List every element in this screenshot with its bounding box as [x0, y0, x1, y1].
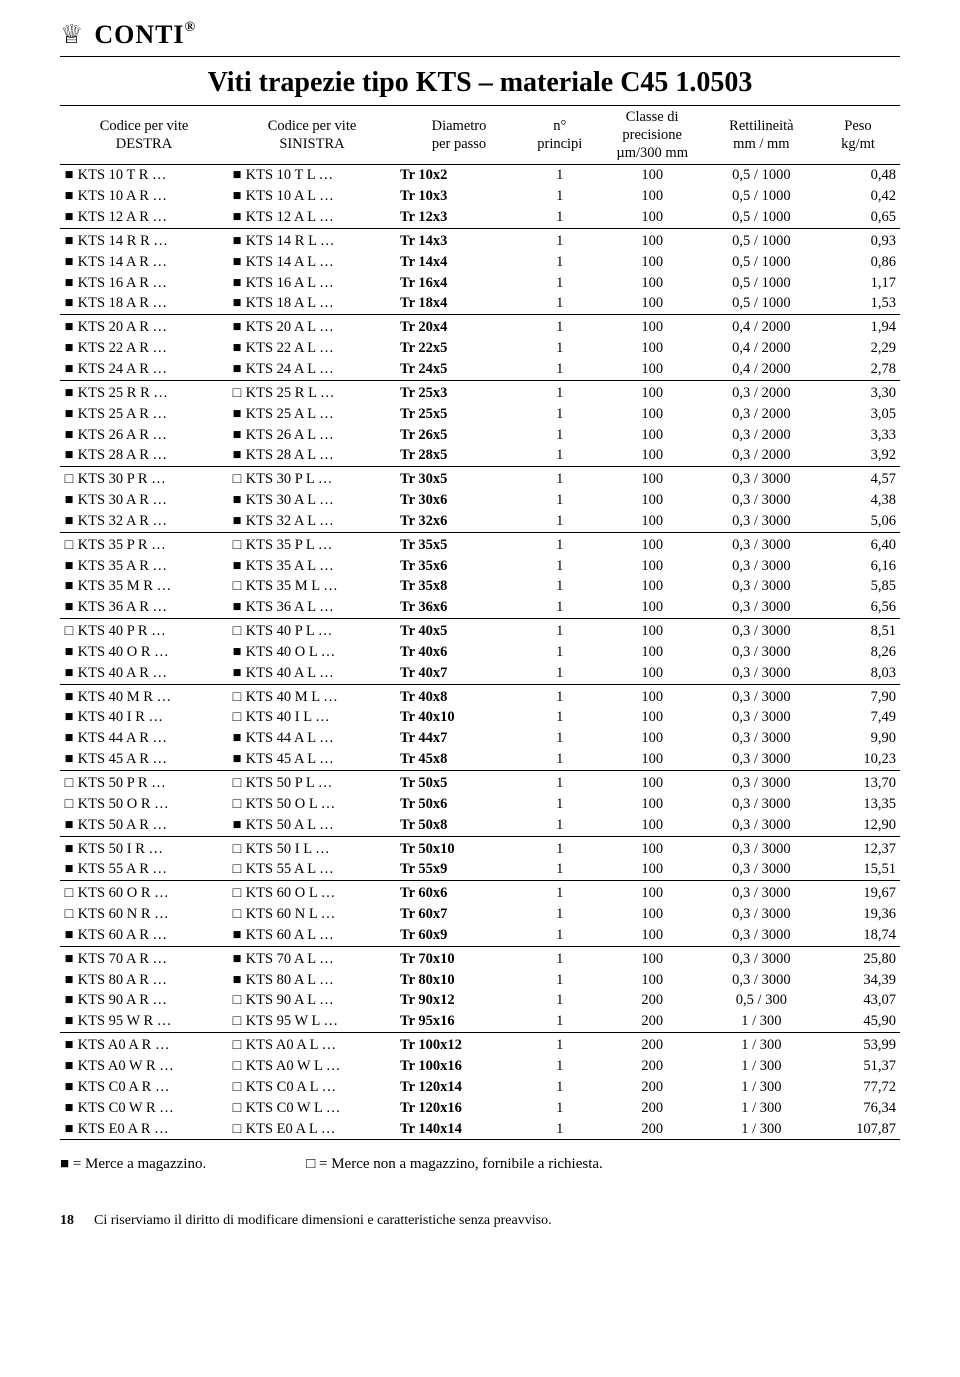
table-row: □ KTS 60 O R …□ KTS 60 O L …Tr 60x611000… — [60, 883, 900, 904]
table-row: ■ KTS 14 R R …■ KTS 14 R L …Tr 14x311000… — [60, 231, 900, 252]
table-row: □ KTS 40 P R …□ KTS 40 P L …Tr 40x511000… — [60, 621, 900, 642]
table-row: ■ KTS 50 I R …□ KTS 50 I L …Tr 50x101100… — [60, 839, 900, 860]
col-header: n°principi — [522, 106, 598, 165]
table-row: ■ KTS 45 A R …■ KTS 45 A L …Tr 45x811000… — [60, 749, 900, 770]
table-row: ■ KTS 55 A R …□ KTS 55 A L …Tr 55x911000… — [60, 859, 900, 880]
table-row: ■ KTS 40 O R …■ KTS 40 O L …Tr 40x611000… — [60, 642, 900, 663]
table-row: □ KTS 50 O R …□ KTS 50 O L …Tr 50x611000… — [60, 794, 900, 815]
table-row: ■ KTS 18 A R …■ KTS 18 A L …Tr 18x411000… — [60, 293, 900, 314]
table-row: ■ KTS 50 A R …■ KTS 50 A L …Tr 50x811000… — [60, 815, 900, 836]
table-row: ■ KTS 40 M R …□ KTS 40 M L …Tr 40x811000… — [60, 687, 900, 708]
table-row: ■ KTS 20 A R …■ KTS 20 A L …Tr 20x411000… — [60, 317, 900, 338]
table-row: ■ KTS 10 A R …■ KTS 10 A L …Tr 10x311000… — [60, 186, 900, 207]
table-row: □ KTS 30 P R …□ KTS 30 P L …Tr 30x511000… — [60, 469, 900, 490]
table-row: ■ KTS 30 A R …■ KTS 30 A L …Tr 30x611000… — [60, 490, 900, 511]
crown-icon: ♕ — [60, 22, 84, 48]
table-row: ■ KTS 28 A R …■ KTS 28 A L …Tr 28x511000… — [60, 445, 900, 466]
table-row: ■ KTS 25 A R …■ KTS 25 A L …Tr 25x511000… — [60, 404, 900, 425]
table-row: ■ KTS 32 A R …■ KTS 32 A L …Tr 32x611000… — [60, 511, 900, 532]
table-row: ■ KTS 12 A R …■ KTS 12 A L …Tr 12x311000… — [60, 207, 900, 228]
table-row: ■ KTS 40 A R …■ KTS 40 A L …Tr 40x711000… — [60, 663, 900, 684]
table-row: □ KTS 35 P R …□ KTS 35 P L …Tr 35x511000… — [60, 535, 900, 556]
table-row: ■ KTS 35 M R …□ KTS 35 M L …Tr 35x811000… — [60, 576, 900, 597]
brand-name: CONTI® — [94, 20, 196, 50]
col-header: Pesokg/mt — [816, 106, 900, 165]
table-row: ■ KTS A0 A R …□ KTS A0 A L …Tr 100x12120… — [60, 1035, 900, 1056]
col-header: Rettilineitàmm / mm — [707, 106, 816, 165]
table-row: ■ KTS 25 R R …□ KTS 25 R L …Tr 25x311000… — [60, 383, 900, 404]
brand-sup: ® — [185, 20, 196, 35]
table-row: ■ KTS C0 W R …□ KTS C0 W L …Tr 120x16120… — [60, 1098, 900, 1119]
table-row: ■ KTS 35 A R …■ KTS 35 A L …Tr 35x611000… — [60, 556, 900, 577]
table-row: ■ KTS 10 T R …■ KTS 10 T L …Tr 10x211000… — [60, 165, 900, 186]
col-header: Codice per viteSINISTRA — [228, 106, 396, 165]
page-title: Viti trapezie tipo KTS – materiale C45 1… — [60, 67, 900, 99]
legend-in-stock: ■ = Merce a magazzino. — [60, 1156, 206, 1173]
table-row: ■ KTS C0 A R …□ KTS C0 A L …Tr 120x14120… — [60, 1077, 900, 1098]
table-row: □ KTS 50 P R …□ KTS 50 P L …Tr 50x511000… — [60, 773, 900, 794]
legend-on-request: □ = Merce non a magazzino, fornibile a r… — [306, 1156, 603, 1173]
table-row: ■ KTS 90 A R …□ KTS 90 A L …Tr 90x121200… — [60, 990, 900, 1011]
table-row: ■ KTS 80 A R …■ KTS 80 A L …Tr 80x101100… — [60, 970, 900, 991]
table-row: ■ KTS 22 A R …■ KTS 22 A L …Tr 22x511000… — [60, 338, 900, 359]
col-header: Classe diprecisioneµm/300 mm — [598, 106, 707, 165]
table-row: □ KTS 60 N R …□ KTS 60 N L …Tr 60x711000… — [60, 904, 900, 925]
table-row: ■ KTS A0 W R …□ KTS A0 W L …Tr 100x16120… — [60, 1056, 900, 1077]
table-row: ■ KTS 70 A R …■ KTS 70 A L …Tr 70x101100… — [60, 949, 900, 970]
table-row: ■ KTS E0 A R …□ KTS E0 A L …Tr 140x14120… — [60, 1119, 900, 1140]
table-row: ■ KTS 95 W R …□ KTS 95 W L …Tr 95x161200… — [60, 1011, 900, 1032]
brand-text: CONTI — [94, 20, 184, 49]
table-row: ■ KTS 26 A R …■ KTS 26 A L …Tr 26x511000… — [60, 425, 900, 446]
table-row: ■ KTS 14 A R …■ KTS 14 A L …Tr 14x411000… — [60, 252, 900, 273]
group-separator — [60, 1140, 900, 1143]
table-row: ■ KTS 60 A R …■ KTS 60 A L …Tr 60x911000… — [60, 925, 900, 946]
legend: ■ = Merce a magazzino. □ = Merce non a m… — [60, 1156, 900, 1173]
table-row: ■ KTS 36 A R …■ KTS 36 A L …Tr 36x611000… — [60, 597, 900, 618]
col-header: Codice per viteDESTRA — [60, 106, 228, 165]
page-header: ♕ CONTI® — [60, 20, 900, 57]
table-row: ■ KTS 40 I R …□ KTS 40 I L …Tr 40x101100… — [60, 707, 900, 728]
page-number: 18 — [60, 1213, 74, 1229]
page-footer: 18 Ci riserviamo il diritto di modificar… — [60, 1213, 900, 1229]
table-row: ■ KTS 24 A R …■ KTS 24 A L …Tr 24x511000… — [60, 359, 900, 380]
col-header: Diametroper passo — [396, 106, 522, 165]
table-row: ■ KTS 16 A R …■ KTS 16 A L …Tr 16x411000… — [60, 273, 900, 294]
spec-table: Codice per viteDESTRA Codice per viteSIN… — [60, 105, 900, 1142]
footer-disclaimer: Ci riserviamo il diritto di modificare d… — [94, 1213, 552, 1229]
table-row: ■ KTS 44 A R …■ KTS 44 A L …Tr 44x711000… — [60, 728, 900, 749]
